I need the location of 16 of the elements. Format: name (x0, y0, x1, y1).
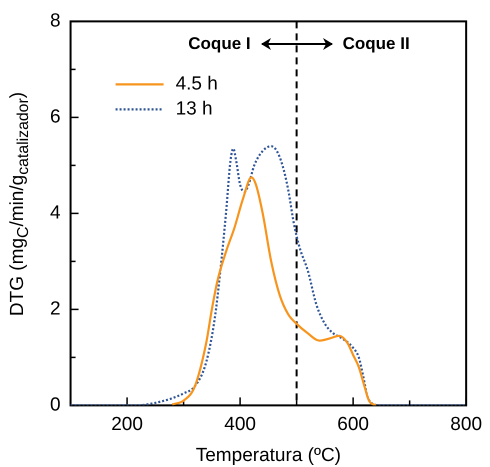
y-tick-label: 4 (50, 202, 61, 224)
legend-label: 13 h (176, 98, 213, 120)
y-tick-label: 0 (50, 394, 61, 416)
line-series (171, 176, 377, 406)
legend-label: 4.5 h (176, 74, 218, 95)
y-tick-label: 6 (50, 106, 61, 128)
y-tick-label: 8 (50, 10, 61, 32)
x-tick-label: 200 (111, 414, 143, 436)
x-tick-label: 800 (450, 414, 482, 436)
annotation: Coque I (188, 34, 251, 54)
x-tick-label: 400 (224, 414, 256, 436)
x-tick-label: 600 (337, 414, 369, 436)
x-axis-title: Temperatura (ºC) (196, 444, 341, 466)
line-series (70, 145, 466, 406)
annotation: Coque II (342, 34, 410, 54)
y-tick-label: 2 (50, 298, 61, 320)
